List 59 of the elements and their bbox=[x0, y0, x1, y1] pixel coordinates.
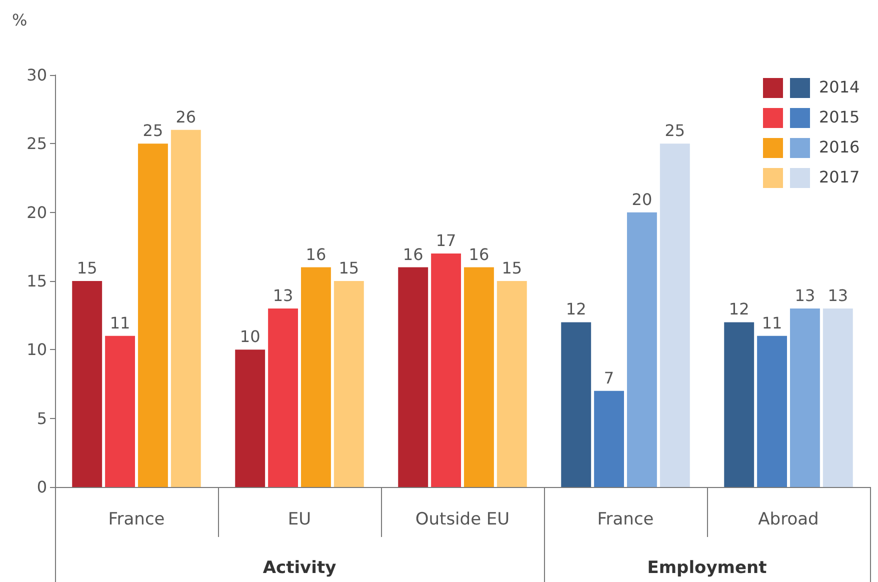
y-tick-label: 20 bbox=[26, 202, 47, 222]
bar bbox=[268, 308, 298, 487]
text: Activity bbox=[262, 558, 338, 578]
legend-label: 2014 bbox=[819, 78, 860, 96]
x-tick-label: France bbox=[108, 510, 165, 530]
bar bbox=[790, 308, 820, 487]
y-tick-label: 0 bbox=[36, 478, 47, 496]
legend-label: 2015 bbox=[819, 108, 860, 126]
legend-label: 2017 bbox=[819, 168, 860, 186]
bar bbox=[822, 308, 853, 487]
y-tick-label: 30 bbox=[26, 66, 47, 84]
y-tick-label: 25 bbox=[26, 134, 47, 154]
data-label: 11 bbox=[110, 313, 130, 332]
data-label: 25 bbox=[664, 121, 686, 140]
bar bbox=[72, 281, 102, 487]
data-label: 7 bbox=[604, 368, 614, 388]
data-label: 15 bbox=[502, 258, 522, 278]
y-tick-label: 15 bbox=[26, 272, 47, 290]
data-label: 13 bbox=[272, 286, 294, 305]
data-label: 25 bbox=[142, 121, 164, 140]
x-tick-label: Outside EU bbox=[415, 510, 510, 530]
data-label: 16 bbox=[468, 244, 490, 264]
y-tick-label: 10 bbox=[26, 340, 47, 360]
bar bbox=[594, 390, 624, 487]
bar bbox=[464, 267, 494, 487]
bar bbox=[235, 350, 266, 487]
data-label: 13 bbox=[794, 286, 816, 305]
bar bbox=[300, 267, 331, 487]
bar bbox=[724, 322, 754, 487]
data-label: 17 bbox=[436, 231, 456, 250]
bar bbox=[138, 144, 168, 487]
data-label: 13 bbox=[828, 286, 848, 305]
bar bbox=[757, 336, 788, 487]
legend-label: 2016 bbox=[819, 138, 860, 156]
x-tick-label: EU bbox=[288, 510, 312, 530]
data-label: 11 bbox=[762, 313, 782, 332]
bar bbox=[334, 281, 364, 487]
data-label: 15 bbox=[76, 258, 98, 278]
bar bbox=[626, 212, 657, 487]
bar bbox=[660, 144, 690, 487]
y-tick-label: 5 bbox=[36, 408, 47, 428]
data-label: 20 bbox=[632, 190, 652, 209]
bar bbox=[561, 322, 592, 487]
text: Employment bbox=[646, 558, 768, 578]
y-axis-title: % bbox=[12, 10, 28, 30]
bar bbox=[496, 281, 527, 487]
x-tick-label: Abroad bbox=[758, 510, 819, 530]
data-label: 16 bbox=[306, 244, 326, 264]
bar bbox=[105, 336, 136, 487]
x-tick-label: France bbox=[597, 510, 654, 530]
data-label: 12 bbox=[728, 300, 750, 319]
bar bbox=[431, 254, 462, 487]
bar bbox=[398, 267, 428, 487]
data-label: 15 bbox=[338, 258, 360, 278]
bar bbox=[170, 130, 201, 487]
data-label: 10 bbox=[240, 327, 260, 346]
data-label: 26 bbox=[176, 107, 196, 126]
data-label: 12 bbox=[566, 300, 586, 319]
data-label: 16 bbox=[402, 244, 424, 264]
